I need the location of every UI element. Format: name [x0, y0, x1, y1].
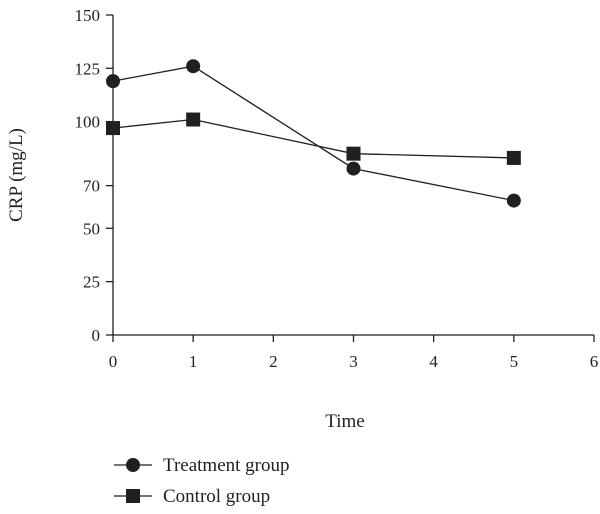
- x-tick-label: 3: [349, 352, 358, 371]
- legend-marker-circle: [126, 458, 140, 472]
- control-group-point: [186, 112, 201, 127]
- y-tick-label: 125: [75, 59, 101, 78]
- treatment-group-series: [106, 59, 521, 208]
- x-axis-title: Time: [325, 411, 364, 432]
- legend-label: Control group: [163, 486, 270, 507]
- treatment-group-line: [112, 65, 514, 202]
- y-tick-label: 70: [83, 177, 100, 196]
- control-group-point: [106, 121, 120, 136]
- control-group-series: [106, 112, 521, 165]
- y-tick-label: 25: [83, 273, 100, 292]
- y-tick-label: 100: [75, 113, 101, 132]
- x-tick-label: 0: [109, 352, 118, 371]
- x-tick-label: 6: [590, 352, 599, 371]
- y-tick-label: 0: [92, 326, 101, 345]
- legend-marker-square: [126, 489, 140, 503]
- treatment-group-point: [506, 193, 521, 208]
- y-axis-title: CRP (mg/L): [6, 128, 27, 222]
- legend-label: Treatment group: [163, 455, 289, 476]
- control-group-point: [506, 150, 521, 165]
- x-tick-label: 5: [510, 352, 519, 371]
- treatment-group-point: [106, 74, 120, 89]
- legend-item-treatment-group: Treatment group: [114, 455, 289, 476]
- x-tick-label: 2: [269, 352, 278, 371]
- x-tick-label: 1: [189, 352, 198, 371]
- legend-item-control-group: Control group: [114, 486, 270, 507]
- y-tick-label: 150: [75, 6, 101, 25]
- x-axis-ticks: 0 1 2 3 4 5 6: [109, 335, 599, 371]
- treatment-group-point: [346, 161, 361, 176]
- x-tick-label: 4: [429, 352, 438, 371]
- y-axis-ticks: 0 25 50 70 100 125 150: [75, 6, 113, 345]
- treatment-group-point: [186, 59, 201, 74]
- control-group-point: [346, 146, 361, 161]
- control-group-line: [112, 118, 514, 159]
- legend: Treatment group Control group: [114, 455, 289, 507]
- y-tick-label: 50: [83, 219, 100, 238]
- series-layer: [106, 59, 521, 208]
